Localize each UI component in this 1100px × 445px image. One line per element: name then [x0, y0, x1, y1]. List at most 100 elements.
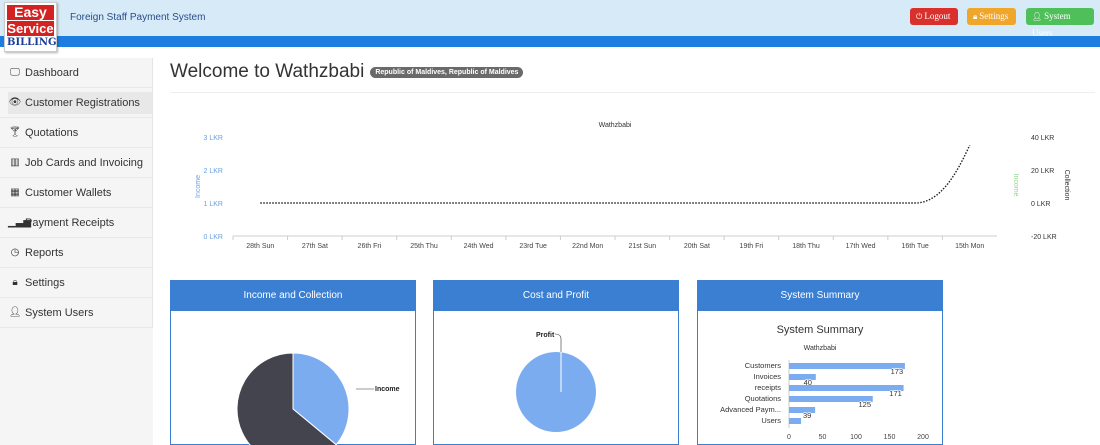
right-axis-tick-label: -20 LKR: [1031, 234, 1057, 241]
bar: [789, 374, 816, 380]
eye-icon: 👁︎: [8, 97, 22, 108]
sidebar-item-customer-registrations[interactable]: 👁︎ Customer Registrations: [0, 88, 152, 118]
x-axis-tick-label: 27th Sat: [302, 243, 328, 250]
logout-label: Logout: [924, 11, 951, 21]
pie-label: Profit: [536, 332, 555, 339]
pie-label: Income: [375, 386, 400, 393]
bar: [789, 385, 904, 391]
panel-cost-profit: Cost and Profit Profit: [433, 280, 679, 445]
grid-icon: ▦: [10, 187, 20, 198]
y-axis-tick-label: Advanced Paym...: [720, 405, 781, 414]
x-axis-tick-label: 21st Sun: [628, 243, 656, 250]
system-users-button[interactable]: 👤︎ System Users: [1026, 8, 1094, 38]
panel-income-collection: Income and Collection IncomeColloection: [170, 280, 416, 445]
sidebar-item-payment-receipts[interactable]: ▁▃▅ Payment Receipts: [0, 208, 152, 238]
panel-title: System Summary: [698, 281, 942, 311]
x-axis-tick-label: 25th Thu: [410, 243, 438, 250]
welcome-text: Welcome to Wathzbabi: [170, 61, 365, 82]
right-axis-tick-label: 20 LKR: [1031, 168, 1054, 175]
app-logo[interactable]: Easy Service BILLING: [4, 2, 57, 52]
sidebar-item-job-cards[interactable]: ▥ Job Cards and Invoicing: [0, 148, 152, 178]
logo-line-2: Service: [7, 21, 54, 36]
y-axis-tick-label: receipts: [755, 383, 782, 392]
bar: [789, 407, 816, 413]
sidebar-item-label: Reports: [25, 246, 64, 259]
sidebar-filler: [0, 328, 153, 445]
signal-icon: ▁▃▅: [8, 217, 32, 228]
sidebar-item-label: Settings: [25, 276, 65, 289]
sidebar-item-customer-wallets[interactable]: ▦ Customer Wallets: [0, 178, 152, 208]
user-icon: 👤︎: [1032, 12, 1043, 21]
header-accent-strip: [0, 36, 1100, 47]
cost-profit-pie-chart: Profit: [516, 332, 596, 432]
barcode-icon: ▥: [10, 157, 20, 168]
collection-series-line: [260, 144, 971, 204]
right-axis-tick-label: 40 LKR: [1031, 135, 1054, 142]
x-axis-tick-label: 26th Fri: [358, 243, 382, 250]
income-collection-line-chart: Wathzbabi 0 LKR 1 LKR 2 LKR 3 LKR Income -20 L…: [195, 122, 1070, 250]
panel-title: Cost and Profit: [434, 281, 678, 311]
x-axis-tick-label: 19th Fri: [740, 243, 764, 250]
x-axis-tick-label: 150: [884, 434, 896, 441]
right-axis-tick-label: 0 LKR: [1031, 201, 1050, 208]
left-axis-tick-label: 1 LKR: [204, 201, 223, 208]
user-icon: 👤︎: [8, 307, 22, 318]
sidebar-item-system-users[interactable]: 👤︎ System Users: [0, 298, 152, 328]
sidebar-item-dashboard[interactable]: 🖵︎ Dashboard: [0, 58, 152, 88]
sidebar-item-quotations[interactable]: 🍸︎ Quotations: [0, 118, 152, 148]
bar-data-label: 125: [858, 400, 871, 409]
sidebar-item-label: Customer Registrations: [25, 96, 140, 109]
clock-icon: ◷: [10, 247, 20, 258]
x-axis-tick-label: 20th Sat: [684, 243, 710, 250]
monitor-icon: 🖵︎: [10, 67, 20, 78]
chart-title: Wathzbabi: [599, 122, 632, 129]
sidebar-item-settings[interactable]: 🔒︎ Settings: [0, 268, 152, 298]
pie-slice: [236, 352, 337, 445]
x-axis-tick-label: 15th Mon: [955, 243, 984, 250]
sidebar-item-reports[interactable]: ◷ Reports: [0, 238, 152, 268]
sidebar-item-label: Payment Receipts: [25, 216, 115, 229]
bar-data-label: 173: [891, 367, 904, 376]
x-axis-tick-label: 23rd Tue: [519, 243, 547, 250]
sidebar-item-label: Dashboard: [25, 66, 79, 79]
sidebar-item-label: Job Cards and Invoicing: [25, 156, 144, 169]
left-axis-label: Income: [195, 175, 202, 198]
panel-title: Income and Collection: [171, 281, 415, 311]
y-axis-tick-label: Quotations: [745, 394, 782, 403]
panel-system-summary: System Summary System Summary Wathzbabi 0 5…: [697, 280, 943, 445]
x-axis-tick-label: 18th Thu: [792, 243, 820, 250]
right-axis-label: Collection: [1063, 170, 1070, 201]
page-title: Welcome to Wathzbabi Republic of Maldive…: [170, 61, 524, 83]
sidebar-item-label: Customer Wallets: [25, 186, 112, 199]
system-summary-bar-chart: System Summary Wathzbabi 0 50 100 150 200 Custo…: [720, 324, 929, 441]
y-axis-tick-label: Invoices: [753, 372, 781, 381]
logo-line-3: BILLING: [7, 37, 57, 49]
pie-slice: [516, 352, 596, 432]
pie-slice: [292, 352, 350, 445]
x-axis-tick-label: 100: [850, 434, 862, 441]
y-axis-tick-label: Users: [761, 416, 781, 425]
logout-button[interactable]: ⏻ Logout: [910, 8, 958, 25]
x-axis-tick-label: 16th Tue: [902, 243, 929, 250]
logo-line-1: Easy: [7, 5, 54, 20]
bar: [789, 418, 802, 424]
x-axis-tick-label: 28th Sun: [246, 243, 274, 250]
left-axis-tick-label: 0 LKR: [204, 234, 223, 241]
right-axis-income-label: Income: [1012, 174, 1019, 197]
title-divider: [170, 92, 1095, 93]
x-axis-tick-label: 50: [819, 434, 827, 441]
chart-title: System Summary: [777, 324, 864, 336]
x-axis-tick-label: 200: [917, 434, 929, 441]
x-axis-tick-label: 17th Wed: [846, 243, 876, 250]
glass-icon: 🍸︎: [8, 127, 22, 138]
x-axis-tick-label: 22nd Mon: [572, 243, 603, 250]
chart-subtitle: Wathzbabi: [804, 345, 837, 352]
left-axis-tick-label: 2 LKR: [204, 168, 223, 175]
x-axis-tick-label: 0: [787, 434, 791, 441]
sidebar-item-label: System Users: [25, 306, 94, 319]
x-axis-tick-label: 24th Wed: [464, 243, 494, 250]
settings-button[interactable]: 🔒︎ Settings: [967, 8, 1016, 25]
location-badge: Republic of Maldives, Republic of Maldiv…: [370, 66, 524, 78]
sidebar-item-label: Quotations: [25, 126, 79, 139]
lock-icon: 🔒︎: [12, 277, 18, 288]
